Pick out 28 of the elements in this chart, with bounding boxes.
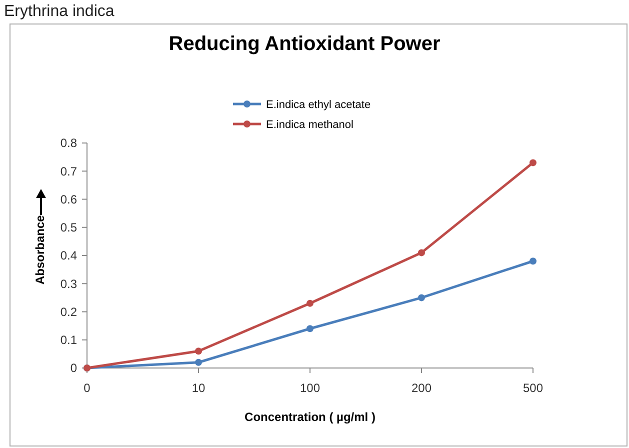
- chart-title: Reducing Antioxidant Power: [168, 33, 440, 55]
- y-axis-title: Absorbance: [33, 214, 47, 285]
- y-tick-label: 0.2: [60, 304, 78, 319]
- point: [530, 159, 536, 166]
- point: [195, 358, 202, 366]
- y-tick-label: 0.7: [60, 164, 78, 178]
- y-tick-label: 0.6: [60, 192, 78, 206]
- y-tick-label: 0.1: [60, 333, 78, 348]
- x-tick-label: 200: [411, 381, 432, 395]
- point: [530, 258, 536, 265]
- x-tick-label: 500: [522, 381, 544, 395]
- x-tick-label: 0: [84, 381, 91, 395]
- text: Erythrina indica: [4, 3, 114, 20]
- x-tick-label: 100: [300, 381, 320, 395]
- y-tick-label: 0.3: [60, 276, 78, 291]
- y-tick-label: 0.4: [60, 248, 78, 263]
- point: [195, 348, 202, 355]
- legend-label: E.indica methanol: [266, 118, 354, 131]
- point: [306, 325, 314, 332]
- x-tick-label: 10: [192, 381, 206, 395]
- x-axis-title: Concentration ( µg/ml ): [244, 410, 376, 424]
- point: [418, 249, 425, 256]
- legend-label: E.indica ethyl acetate: [266, 98, 371, 111]
- y-tick-label: 0.5: [60, 220, 78, 235]
- y-tick-label: 0.8: [60, 136, 78, 150]
- point: [418, 294, 425, 302]
- y-tick-label: 0: [70, 361, 78, 376]
- point: [306, 300, 314, 307]
